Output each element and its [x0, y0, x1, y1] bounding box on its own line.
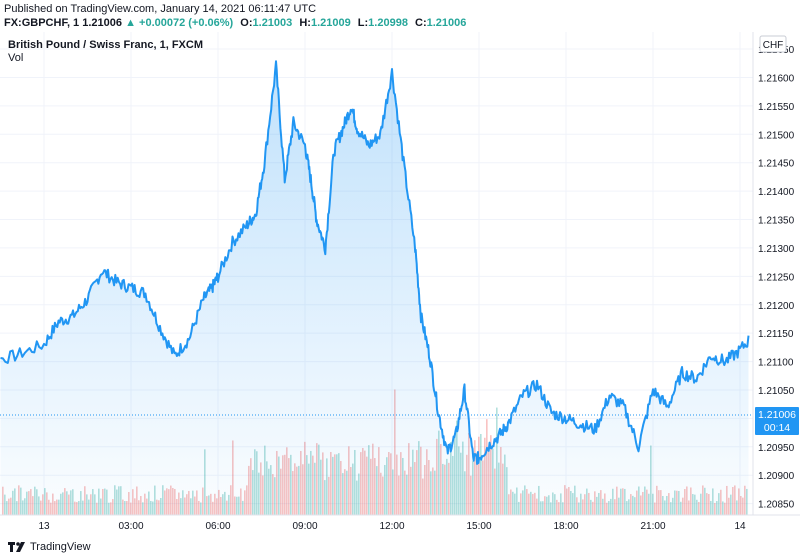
last-value: 1.21006: [82, 17, 123, 29]
tradingview-watermark[interactable]: TradingView: [8, 541, 91, 553]
open-value: 1.21003: [252, 17, 293, 29]
chart-title: British Pound / Swiss Franc, 1, FXCM: [8, 39, 203, 51]
x-tick-label: 12:00: [379, 521, 404, 532]
published-caption: Published on TradingView.com, January 14…: [4, 3, 317, 15]
x-tick-label: 03:00: [118, 521, 143, 532]
change-arrow-icon: ▲: [125, 17, 136, 29]
x-tick-label: 14: [734, 521, 746, 532]
x-tick-label: 21:00: [640, 521, 665, 532]
tradingview-logo-icon: [8, 542, 25, 552]
y-tick-label: 1.21550: [758, 102, 795, 113]
currency-button[interactable]: [759, 35, 787, 53]
x-tick-label: 06:00: [205, 521, 230, 532]
ohlc-legend: FX:GBPCHF, 1 1.21006 ▲ +0.00072 (+0.06%)…: [4, 17, 466, 29]
open-label: O:: [240, 17, 253, 29]
last-price-value: 1.21006: [758, 409, 796, 421]
y-tick-label: 1.21300: [758, 244, 795, 255]
high-label: H:: [299, 17, 311, 29]
price-chart[interactable]: 1.216501.216001.215501.215001.214501.214…: [0, 32, 800, 537]
low-label: L:: [357, 17, 369, 29]
y-tick-label: 1.20950: [758, 443, 795, 454]
x-tick-label: 18:00: [553, 521, 578, 532]
last-price-badge: [755, 406, 799, 435]
countdown-value: 00:14: [764, 422, 790, 434]
y-tick-label: 1.21450: [758, 159, 795, 170]
currency-label: CHF: [763, 40, 784, 51]
close-label: C:: [415, 17, 427, 29]
y-tick-label: 1.21350: [758, 216, 795, 227]
price-line: [0, 60, 750, 465]
y-tick-label: 1.21250: [758, 272, 795, 283]
change-value: +0.00072 (+0.06%): [139, 17, 234, 29]
y-tick-label: 1.21600: [758, 73, 795, 84]
tradingview-brand: TradingView: [30, 541, 91, 553]
y-tick-label: 1.20900: [758, 471, 795, 482]
volume-label: Vol: [8, 52, 23, 64]
y-tick-label: 1.21500: [758, 130, 795, 141]
y-tick-label: 1.21400: [758, 187, 795, 198]
y-tick-label: 1.20850: [758, 500, 795, 511]
symbol-label: FX:GBPCHF, 1: [4, 17, 80, 29]
y-tick-label: 1.21200: [758, 301, 795, 312]
x-tick-label: 09:00: [292, 521, 317, 532]
low-value: 1.20998: [368, 17, 408, 29]
close-value: 1.21006: [426, 17, 467, 29]
x-tick-label: 15:00: [466, 521, 491, 532]
y-tick-label: 1.21050: [758, 386, 795, 397]
y-tick-label: 1.21150: [758, 329, 794, 340]
price-area: [0, 61, 749, 516]
y-tick-label: 1.21100: [758, 358, 794, 369]
high-value: 1.21009: [310, 17, 351, 29]
x-tick-labels: 1303:0006:0009:0012:0015:0018:0021:00140…: [38, 521, 746, 532]
x-tick-label: 13: [38, 521, 50, 532]
